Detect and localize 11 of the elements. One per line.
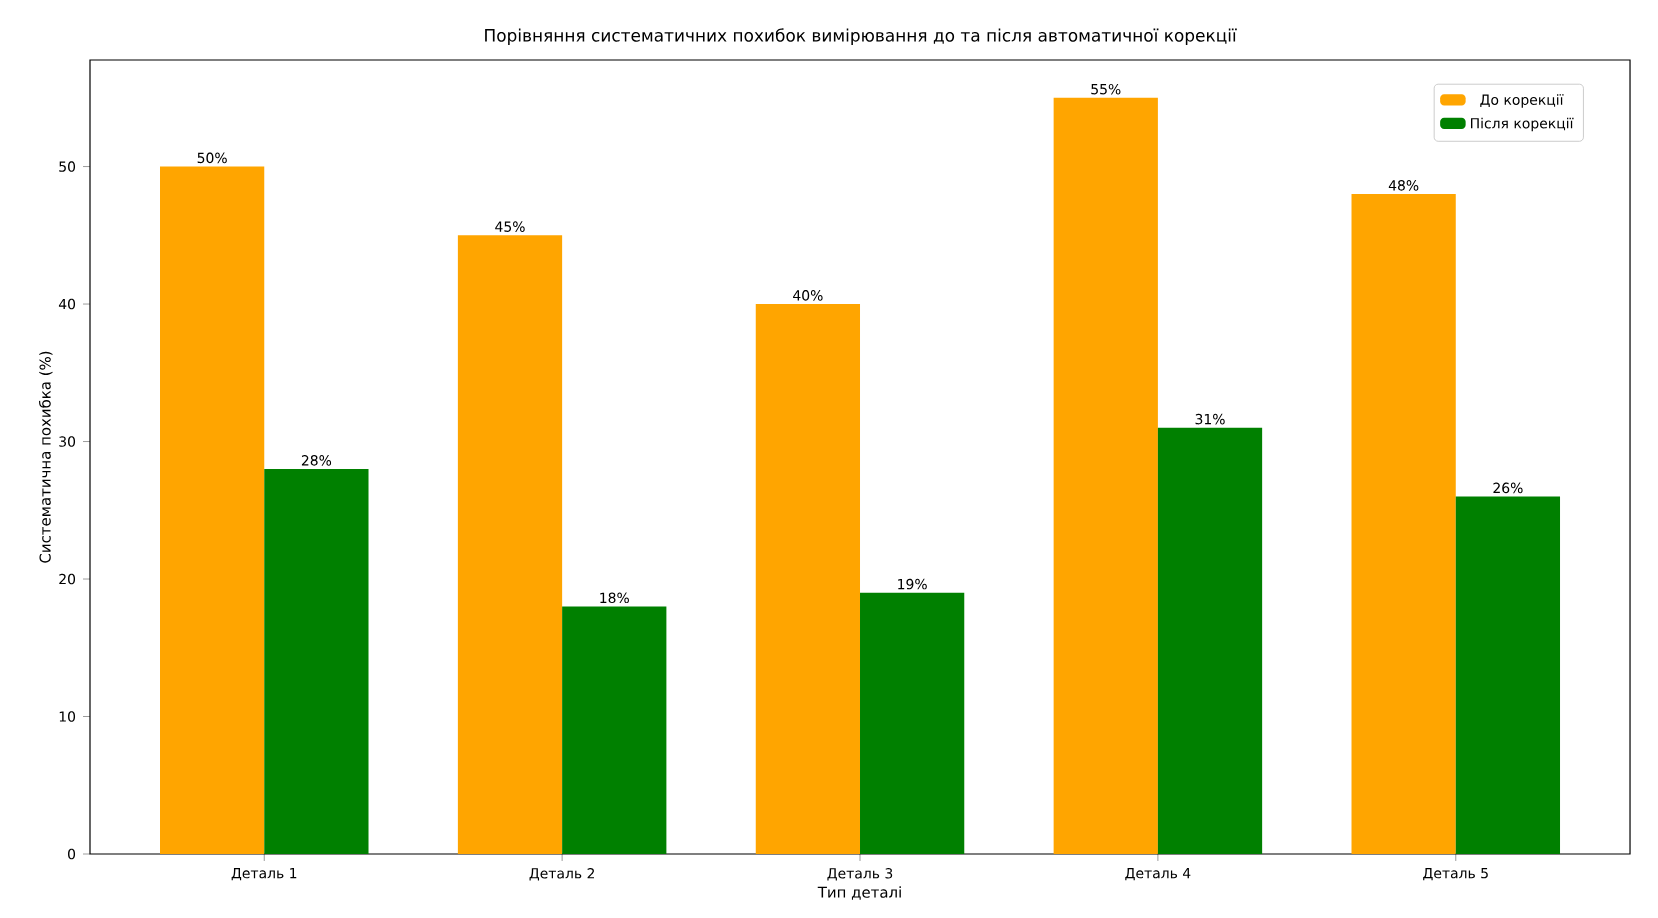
bar — [1053, 97, 1158, 854]
bar — [755, 304, 861, 854]
bar — [1351, 194, 1456, 854]
chart-title: Порівняння систематичних похибок вимірювання до та після автоматичної корекції — [485, 28, 1237, 45]
bar — [264, 469, 369, 854]
bar — [1455, 496, 1561, 854]
bar — [160, 166, 265, 854]
bar — [1157, 427, 1263, 854]
bar — [457, 235, 563, 854]
bar — [562, 606, 667, 854]
bar — [860, 592, 965, 854]
